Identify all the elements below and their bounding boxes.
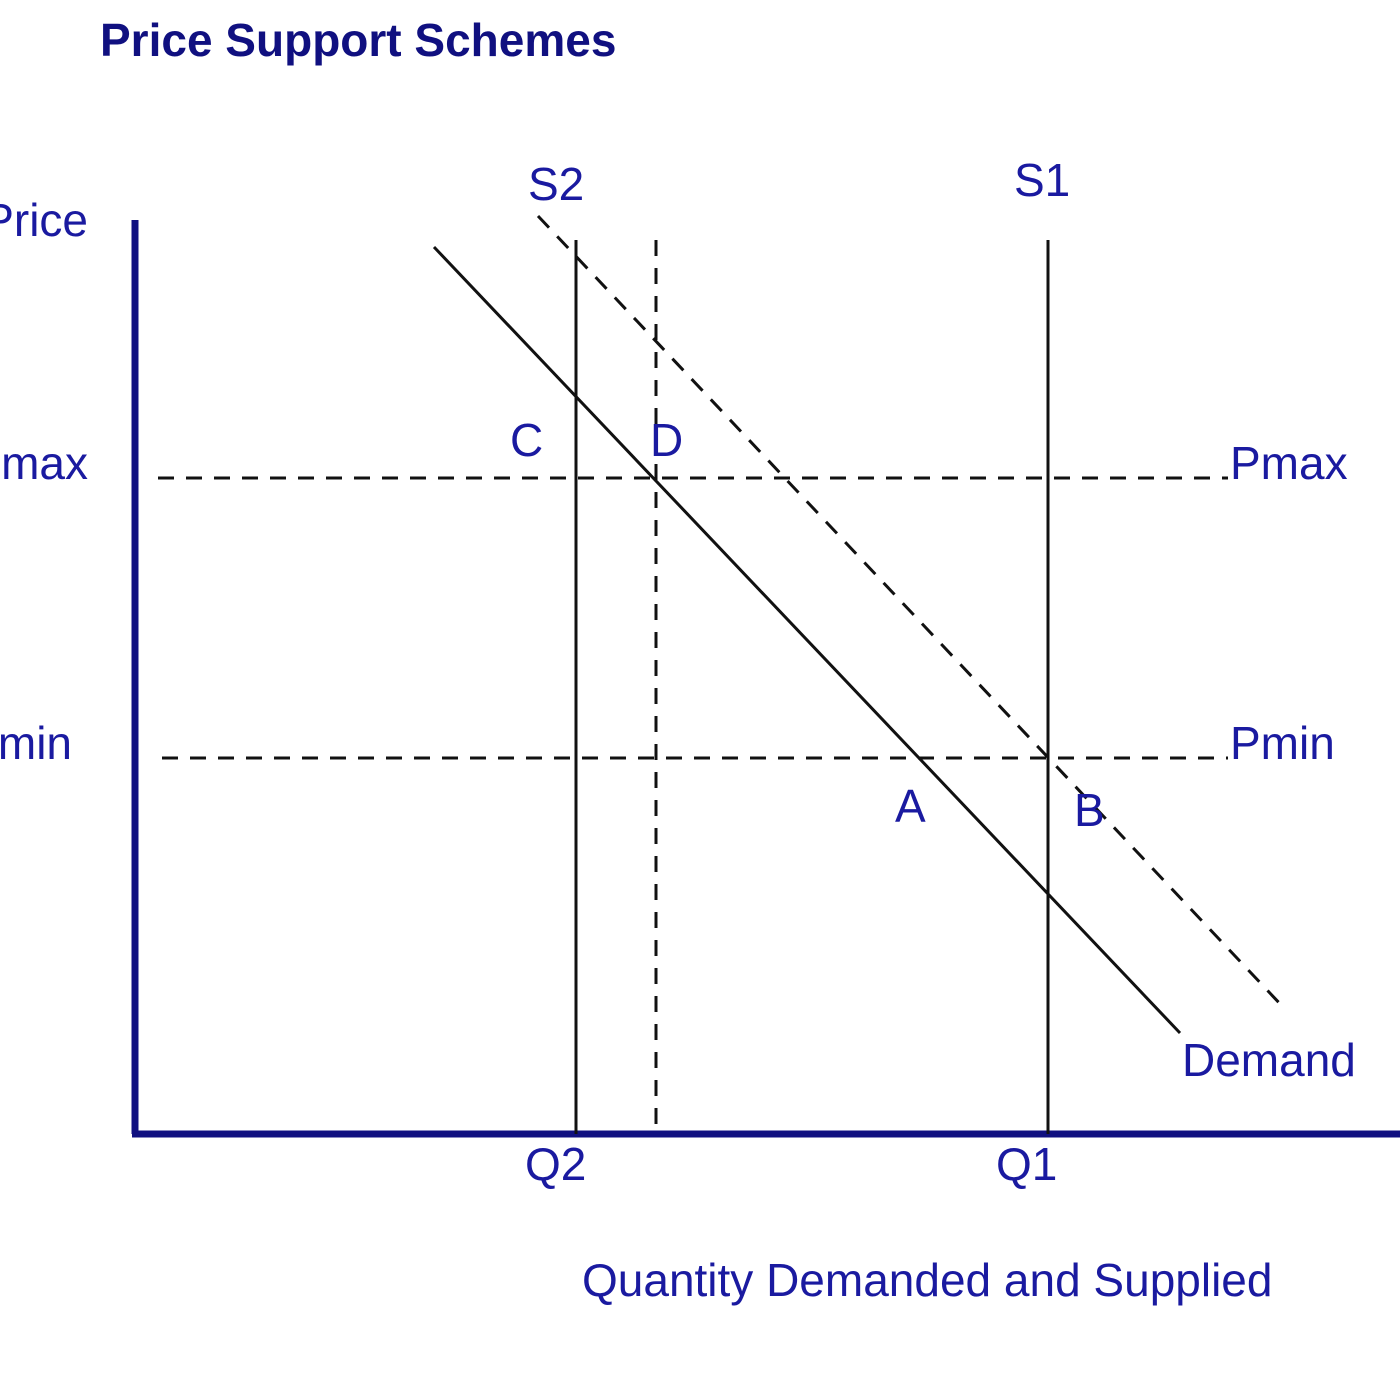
pmax-label-right: Pmax — [1230, 437, 1348, 489]
diagram-title: Price Support Schemes — [100, 14, 616, 66]
q2-label: Q2 — [525, 1138, 586, 1190]
pmin-label-right: Pmin — [1230, 717, 1335, 769]
shifted-demand-curve — [536, 214, 1286, 1010]
demand-curve — [432, 245, 1182, 1035]
point-d-label: D — [650, 414, 683, 466]
price-axis-label: Price — [0, 194, 88, 246]
quantity-axis-label: Quantity Demanded and Supplied — [582, 1254, 1272, 1306]
point-c-label: C — [510, 414, 543, 466]
demand-label: Demand — [1182, 1034, 1356, 1086]
pmax-label-left: Pmax — [0, 437, 88, 489]
s1-label: S1 — [1014, 154, 1070, 206]
pmin-label-left: Pmin — [0, 717, 72, 769]
point-b-label: B — [1074, 784, 1105, 836]
q1-label: Q1 — [996, 1138, 1057, 1190]
s2-label: S2 — [528, 158, 584, 210]
point-a-label: A — [895, 780, 926, 832]
